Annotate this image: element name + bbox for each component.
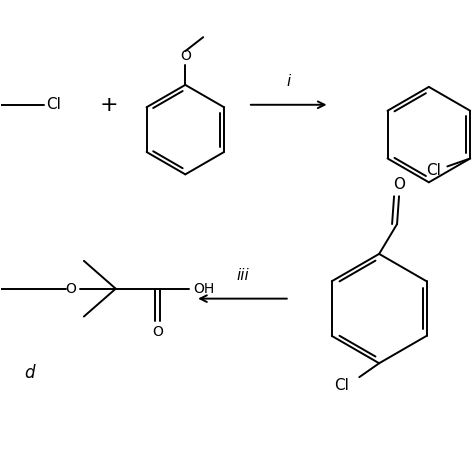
Text: Cl: Cl — [46, 97, 61, 112]
Text: O: O — [152, 326, 163, 339]
Text: Cl: Cl — [427, 163, 441, 178]
Text: OH: OH — [193, 282, 215, 296]
Text: iii: iii — [236, 268, 249, 283]
Text: Cl: Cl — [335, 378, 349, 392]
Text: d: d — [24, 364, 35, 382]
Text: O: O — [65, 282, 76, 296]
Text: O: O — [180, 49, 191, 63]
Text: O: O — [393, 177, 405, 192]
Text: +: + — [100, 95, 118, 115]
Text: i: i — [287, 74, 291, 89]
